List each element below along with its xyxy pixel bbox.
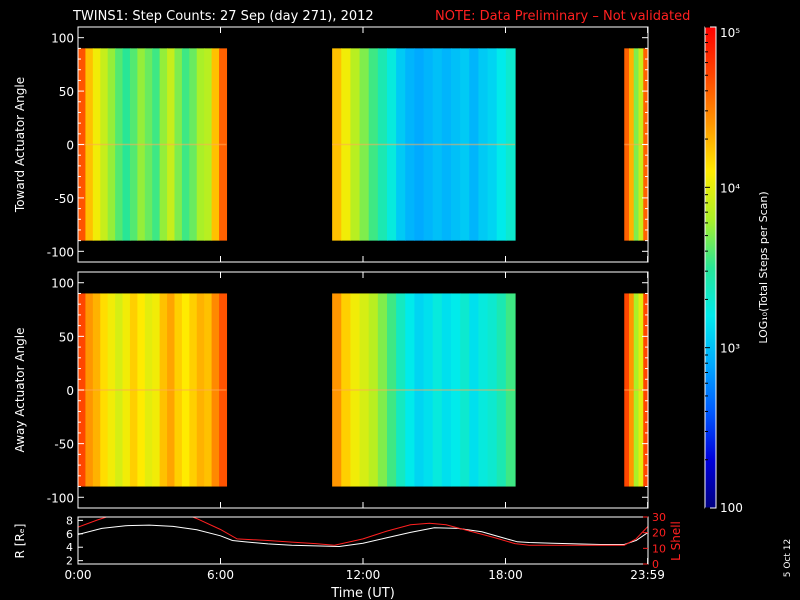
y-tick-label: -50 [54,438,74,452]
colorbar: LOG₁₀(Total Steps per Scan) 100 10³ 10⁴ 10⁵ [704,26,770,515]
colorbar-tick-label: 100 [720,501,743,515]
l-shell-tick-label: 10 [652,542,666,555]
l-shell-line [78,517,648,546]
away-y-axis-label: Away Actuator Angle [13,327,27,452]
colorbar-label: LOG₁₀(Total Steps per Scan) [757,191,770,343]
colorbar-tick-label: 10⁴ [720,181,740,195]
y-tick-label: -100 [47,491,74,505]
time-tick-label: 23:59 [630,568,665,582]
r-tick-label: 8 [66,514,73,527]
time-tick-label: 12:00 [346,568,381,582]
away-actuator-panel: Away Actuator Angle -100 -50 0 50 100 [13,271,649,509]
date-stamp: 5 Oct 12 [783,539,793,577]
chart-title: TWINS1: Step Counts: 27 Sep (day 271), 2… [72,9,374,24]
preliminary-note: NOTE: Data Preliminary – Not validated [435,9,690,24]
r-tick-label: 6 [66,528,73,541]
l-shell-tick-label: 0 [652,558,659,571]
l-shell-tick-label: 30 [652,511,666,524]
time-tick-label: 18:00 [488,568,523,582]
toward-actuator-panel: Toward Actuator Angle -100 -50 0 50 100 [13,26,649,263]
y-tick-label: -100 [47,245,74,259]
colorbar-scale [704,26,717,509]
y-tick-label: 0 [66,139,74,153]
l-shell-axis-label: L Shell [669,521,683,561]
time-tick-label: 0:00 [65,568,92,582]
l-shell-tick-label: 20 [652,527,666,540]
y-tick-label: 0 [66,384,74,398]
y-tick-label: 100 [51,277,74,291]
colorbar-tick-label: 10³ [720,342,740,356]
y-tick-label: -50 [54,192,74,206]
y-tick-label: 50 [59,85,74,99]
orbit-background [78,517,648,564]
radius-line [78,524,648,548]
time-axis-label: Time (UT) [330,586,395,600]
colorbar-tick-label: 10⁵ [720,26,740,40]
time-tick-label: 6:00 [207,568,234,582]
y-tick-label: 50 [59,330,74,344]
toward-y-axis-label: Toward Actuator Angle [13,77,27,213]
r-axis-label: R [Rₑ] [13,524,27,559]
r-tick-label: 4 [66,541,73,554]
y-tick-label: 100 [51,32,74,46]
r-tick-label: 2 [66,555,73,568]
